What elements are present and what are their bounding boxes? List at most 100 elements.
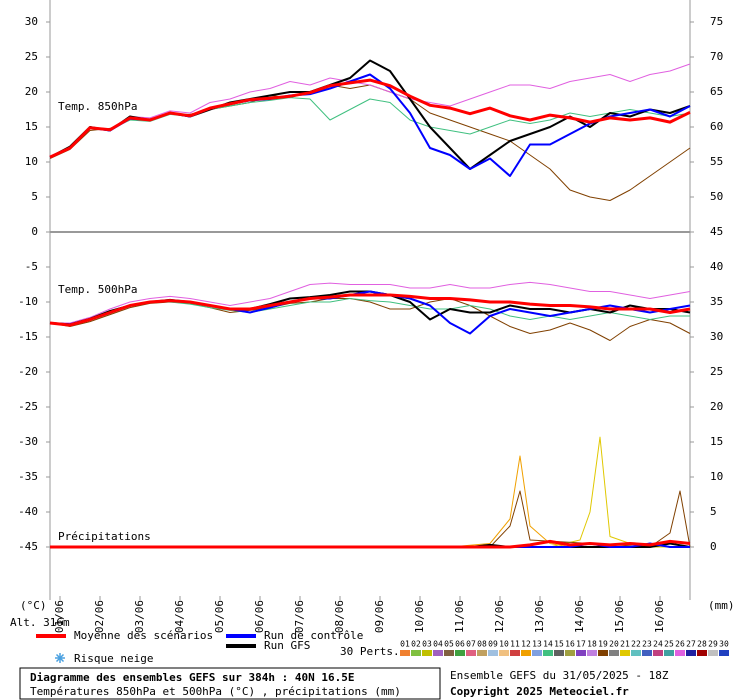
- footer-title: Diagramme des ensembles GEFS sur 384h : …: [30, 671, 355, 684]
- y2-tick-label: 45: [710, 225, 723, 238]
- member-label: 16: [565, 640, 575, 649]
- y2-tick-label: 55: [710, 155, 723, 168]
- member-label: 14: [543, 640, 553, 649]
- y-tick-label: 25: [25, 50, 38, 63]
- x-tick-label: 06/06: [253, 600, 266, 633]
- member-label: 06: [455, 640, 465, 649]
- y-tick-label: -35: [18, 470, 38, 483]
- series-line: [50, 539, 691, 549]
- member-swatch: [488, 650, 498, 656]
- member-label: 26: [675, 640, 685, 649]
- y-tick-label: -30: [18, 435, 38, 448]
- member-swatch: [642, 650, 652, 656]
- x-tick-label: 02/06: [93, 600, 106, 633]
- panel-label: Temp. 500hPa: [58, 283, 137, 296]
- member-label: 27: [686, 640, 696, 649]
- member-swatch: [543, 650, 553, 656]
- altitude: Alt. 316m: [10, 616, 70, 629]
- member-label: 08: [477, 640, 487, 649]
- copyright: Copyright 2025 Meteociel.fr: [450, 685, 629, 698]
- member-label: 05: [444, 640, 454, 649]
- y2-tick-label: 65: [710, 85, 723, 98]
- y-tick-label: 20: [25, 85, 38, 98]
- run-info: Ensemble GEFS du 31/05/2025 - 18Z: [450, 669, 669, 682]
- member-label: 11: [510, 640, 520, 649]
- member-label: 10: [499, 640, 509, 649]
- member-swatch: [576, 650, 586, 656]
- member-swatch: [411, 650, 421, 656]
- member-swatch: [631, 650, 641, 656]
- y2-tick-label: 35: [710, 295, 723, 308]
- x-tick-label: 05/06: [213, 600, 226, 633]
- member-label: 22: [631, 640, 641, 649]
- member-label: 12: [521, 640, 531, 649]
- member-label: 21: [620, 640, 630, 649]
- x-tick-label: 12/06: [493, 600, 506, 633]
- x-tick-label: 10/06: [413, 600, 426, 633]
- member-swatch: [708, 650, 718, 656]
- member-swatch: [422, 650, 432, 656]
- series-line: [49, 293, 691, 327]
- x-tick-label: 11/06: [453, 600, 466, 633]
- legend-label: Run de contrôle: [264, 629, 363, 642]
- panel-label: Temp. 850hPa: [58, 100, 137, 113]
- x-tick-label: 03/06: [133, 600, 146, 633]
- y-tick-label: -5: [25, 260, 38, 273]
- y2-tick-label: 50: [710, 190, 723, 203]
- member-swatch: [521, 650, 531, 656]
- member-legend: 01 02 03 04 05 06 07 08 09 10 11 12 13 14 15 16 17 18 19 20…: [400, 640, 729, 656]
- member-swatch: [686, 650, 696, 656]
- panel-label: Précipitations: [58, 530, 151, 543]
- y2-tick-label: 15: [710, 435, 723, 448]
- member-label: 07: [466, 640, 476, 649]
- y-tick-label: -40: [18, 505, 38, 518]
- member-swatch: [444, 650, 454, 656]
- member-label: 30: [719, 640, 729, 649]
- member-label: 28: [697, 640, 707, 649]
- member-swatch: [675, 650, 685, 656]
- y2-tick-label: 70: [710, 50, 723, 63]
- y-tick-label: 15: [25, 120, 38, 133]
- member-label: 01: [400, 640, 410, 649]
- legend-label: Run GFS: [264, 639, 310, 652]
- member-swatch: [620, 650, 630, 656]
- y2-tick-label: 0: [710, 540, 717, 553]
- member-swatch: [664, 650, 674, 656]
- member-swatch: [400, 650, 410, 656]
- y-tick-label: -45: [18, 540, 38, 553]
- y-tick-label: 0: [31, 225, 38, 238]
- member-swatch: [433, 650, 443, 656]
- unit-left: (°C): [20, 599, 47, 612]
- member-label: 13: [532, 640, 542, 649]
- member-swatch: [653, 650, 663, 656]
- member-label: 23: [642, 640, 652, 649]
- series-line: [49, 78, 691, 159]
- y-tick-label: -20: [18, 365, 38, 378]
- x-tick-label: 07/06: [293, 600, 306, 633]
- snow-icon: [55, 653, 65, 663]
- member-label: 04: [433, 640, 443, 649]
- y-tick-label: 30: [25, 15, 38, 28]
- x-tick-label: 16/06: [653, 600, 666, 633]
- x-tick-label: 08/06: [333, 600, 346, 633]
- y-tick-label: 10: [25, 155, 38, 168]
- member-label: 17: [576, 640, 586, 649]
- footer-box: [19, 667, 441, 700]
- series-line: [50, 281, 691, 324]
- y2-tick-label: 60: [710, 120, 723, 133]
- member-swatch: [719, 650, 729, 656]
- y-tick-label: -10: [18, 295, 38, 308]
- y2-tick-label: 20: [710, 400, 723, 413]
- member-label: 09: [488, 640, 498, 649]
- y2-tick-label: 40: [710, 260, 723, 273]
- legend-label: Moyenne des scénarios: [74, 629, 213, 642]
- member-swatch: [532, 650, 542, 656]
- unit-right: (mm): [708, 599, 735, 612]
- series-line: [50, 490, 691, 548]
- member-label: 15: [554, 640, 564, 649]
- series-line: [49, 63, 691, 157]
- member-swatch: [499, 650, 509, 656]
- member-label: 02: [411, 640, 421, 649]
